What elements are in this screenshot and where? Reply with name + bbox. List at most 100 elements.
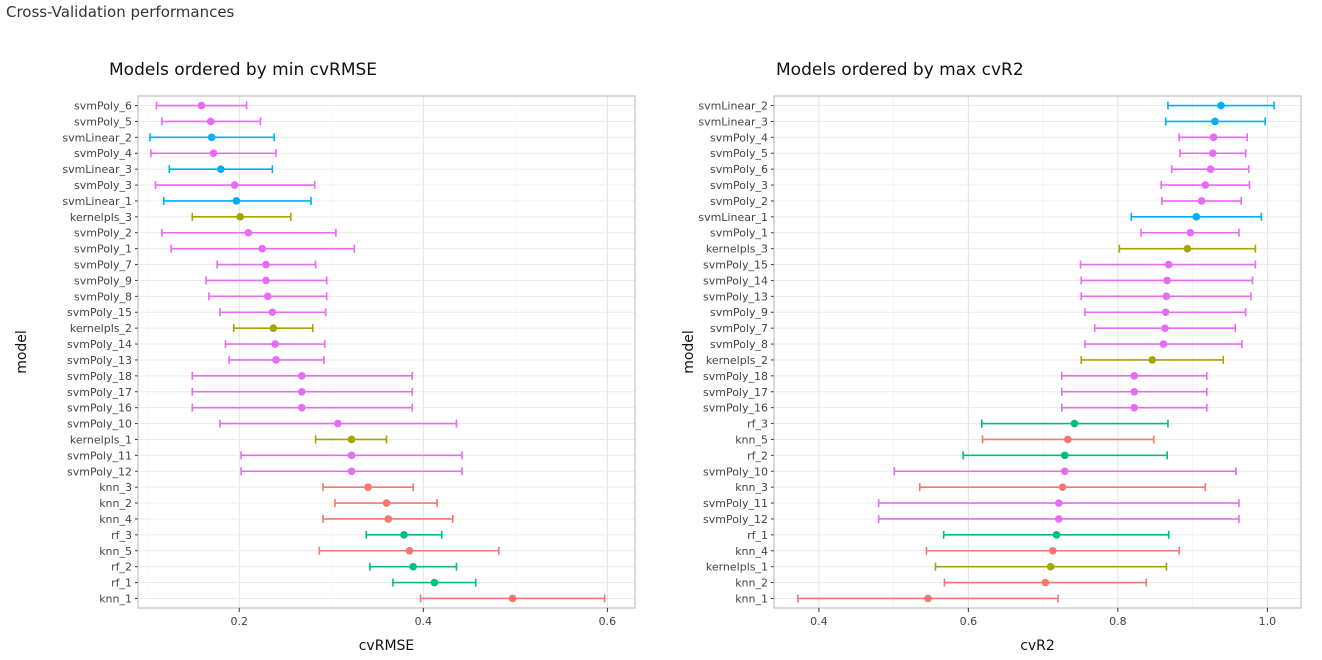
y-tick-label: svmLinear_3 xyxy=(698,115,768,128)
point-marker xyxy=(347,467,356,476)
y-tick-label: rf_2 xyxy=(111,561,132,574)
point-marker xyxy=(1192,213,1201,221)
data-point-svmPoly_8 xyxy=(208,292,328,301)
data-point-rf_2 xyxy=(369,562,458,571)
point-marker xyxy=(1148,356,1157,364)
data-point-rf_3 xyxy=(981,419,1169,428)
data-point-svmPoly_11 xyxy=(877,499,1240,508)
y-tick-label: svmPoly_11 xyxy=(703,497,768,510)
point-marker xyxy=(1159,340,1168,348)
point-marker xyxy=(1049,546,1057,555)
y-tick-label: svmPoly_4 xyxy=(710,131,768,144)
y-tick-label: svmPoly_1 xyxy=(710,227,768,240)
data-point-svmPoly_14 xyxy=(1080,276,1254,285)
data-point-svmPoly_10 xyxy=(219,419,458,428)
point-marker xyxy=(209,149,218,158)
data-point-kernelpls_1 xyxy=(314,435,388,444)
data-point-svmPoly_17 xyxy=(1060,387,1208,396)
y-tick-label: knn_4 xyxy=(99,513,132,526)
point-marker xyxy=(298,372,306,380)
data-point-svmLinear_3 xyxy=(168,165,274,174)
point-marker xyxy=(333,419,342,428)
x-axis-title: cvRMSE xyxy=(359,638,415,654)
point-marker xyxy=(269,324,278,332)
point-marker xyxy=(1055,515,1063,523)
point-marker xyxy=(262,260,270,269)
y-tick-label: svmPoly_5 xyxy=(74,115,132,128)
data-point-knn_1 xyxy=(797,594,1059,603)
point-marker xyxy=(258,244,267,253)
x-tick-label: 0.4 xyxy=(415,615,433,628)
data-point-kernelpls_2 xyxy=(232,324,314,333)
point-marker xyxy=(347,435,356,444)
plot-border xyxy=(773,95,1302,609)
y-tick-label: rf_3 xyxy=(111,529,132,542)
point-marker xyxy=(1041,578,1050,587)
data-point-svmPoly_5 xyxy=(1179,149,1247,158)
y-tick-label: svmPoly_8 xyxy=(710,338,768,351)
data-point-svmPoly_3 xyxy=(154,181,316,190)
plot-title: Models ordered by min cvRMSE xyxy=(109,60,377,80)
x-tick-label: 0.6 xyxy=(599,615,617,628)
data-point-svmLinear_1 xyxy=(1130,212,1263,221)
y-tick-label: svmLinear_1 xyxy=(62,195,132,208)
y-tick-label: svmPoly_12 xyxy=(67,465,132,478)
y-tick-label: svmPoly_6 xyxy=(710,163,768,176)
data-point-svmPoly_6 xyxy=(155,101,248,110)
data-point-svmPoly_9 xyxy=(1084,308,1247,317)
y-tick-label: svmPoly_15 xyxy=(703,259,768,272)
y-tick-label: svmLinear_2 xyxy=(698,100,768,113)
point-marker xyxy=(263,292,272,301)
point-marker xyxy=(382,499,391,507)
point-marker xyxy=(1070,419,1079,428)
data-point-svmPoly_1 xyxy=(1140,228,1240,237)
y-tick-label: svmPoly_3 xyxy=(710,179,768,192)
y-tick-label: knn_3 xyxy=(735,481,768,494)
data-point-svmPoly_13 xyxy=(228,355,325,364)
y-tick-label: knn_2 xyxy=(735,577,768,590)
point-marker xyxy=(400,531,408,539)
data-point-svmPoly_7 xyxy=(1093,324,1237,333)
y-tick-label: rf_2 xyxy=(747,449,768,462)
y-tick-label: kernelpls_1 xyxy=(70,433,132,446)
point-marker xyxy=(1063,435,1072,444)
r2-chart: Models ordered by max cvR2 svmLinear_2svm… xyxy=(681,60,1302,654)
y-tick-label: svmPoly_10 xyxy=(67,418,132,431)
y-tick-label: svmPoly_16 xyxy=(67,402,132,415)
point-marker xyxy=(1130,403,1139,412)
point-marker xyxy=(1183,244,1192,253)
y-tick-label: kernelpls_2 xyxy=(706,354,768,367)
point-marker xyxy=(1208,149,1217,158)
point-marker xyxy=(924,594,932,603)
data-point-svmPoly_2 xyxy=(161,228,337,237)
y-tick-label: svmPoly_15 xyxy=(67,306,132,319)
y-tick-label: svmLinear_1 xyxy=(698,211,768,224)
plot-panel xyxy=(138,96,635,608)
x-axis-title: cvR2 xyxy=(1020,638,1055,654)
x-tick-label: 0.2 xyxy=(230,615,248,628)
data-point-svmLinear_1 xyxy=(162,196,312,205)
data-point-svmPoly_17 xyxy=(191,387,414,396)
data-point-svmPoly_9 xyxy=(205,276,328,285)
data-point-svmPoly_12 xyxy=(877,514,1240,523)
data-point-svmPoly_8 xyxy=(1084,340,1243,349)
x-tick-label: 0.8 xyxy=(1109,615,1127,628)
point-marker xyxy=(1162,292,1171,301)
y-tick-label: svmPoly_4 xyxy=(74,147,132,160)
point-marker xyxy=(1060,467,1069,476)
point-marker xyxy=(409,562,417,571)
point-marker xyxy=(271,340,279,348)
point-marker xyxy=(217,165,225,173)
data-point-svmPoly_16 xyxy=(191,403,414,412)
point-marker xyxy=(1130,372,1139,380)
y-tick-label: svmPoly_12 xyxy=(703,513,768,526)
point-marker xyxy=(1161,324,1169,332)
data-point-svmPoly_2 xyxy=(1161,196,1242,205)
data-point-knn_5 xyxy=(318,546,500,555)
point-marker xyxy=(298,387,306,396)
y-tick-label: svmPoly_10 xyxy=(703,465,768,478)
y-tick-label: svmLinear_2 xyxy=(62,131,132,144)
data-point-svmPoly_16 xyxy=(1060,403,1208,412)
y-tick-label: knn_3 xyxy=(99,481,132,494)
data-point-svmPoly_1 xyxy=(170,244,356,253)
